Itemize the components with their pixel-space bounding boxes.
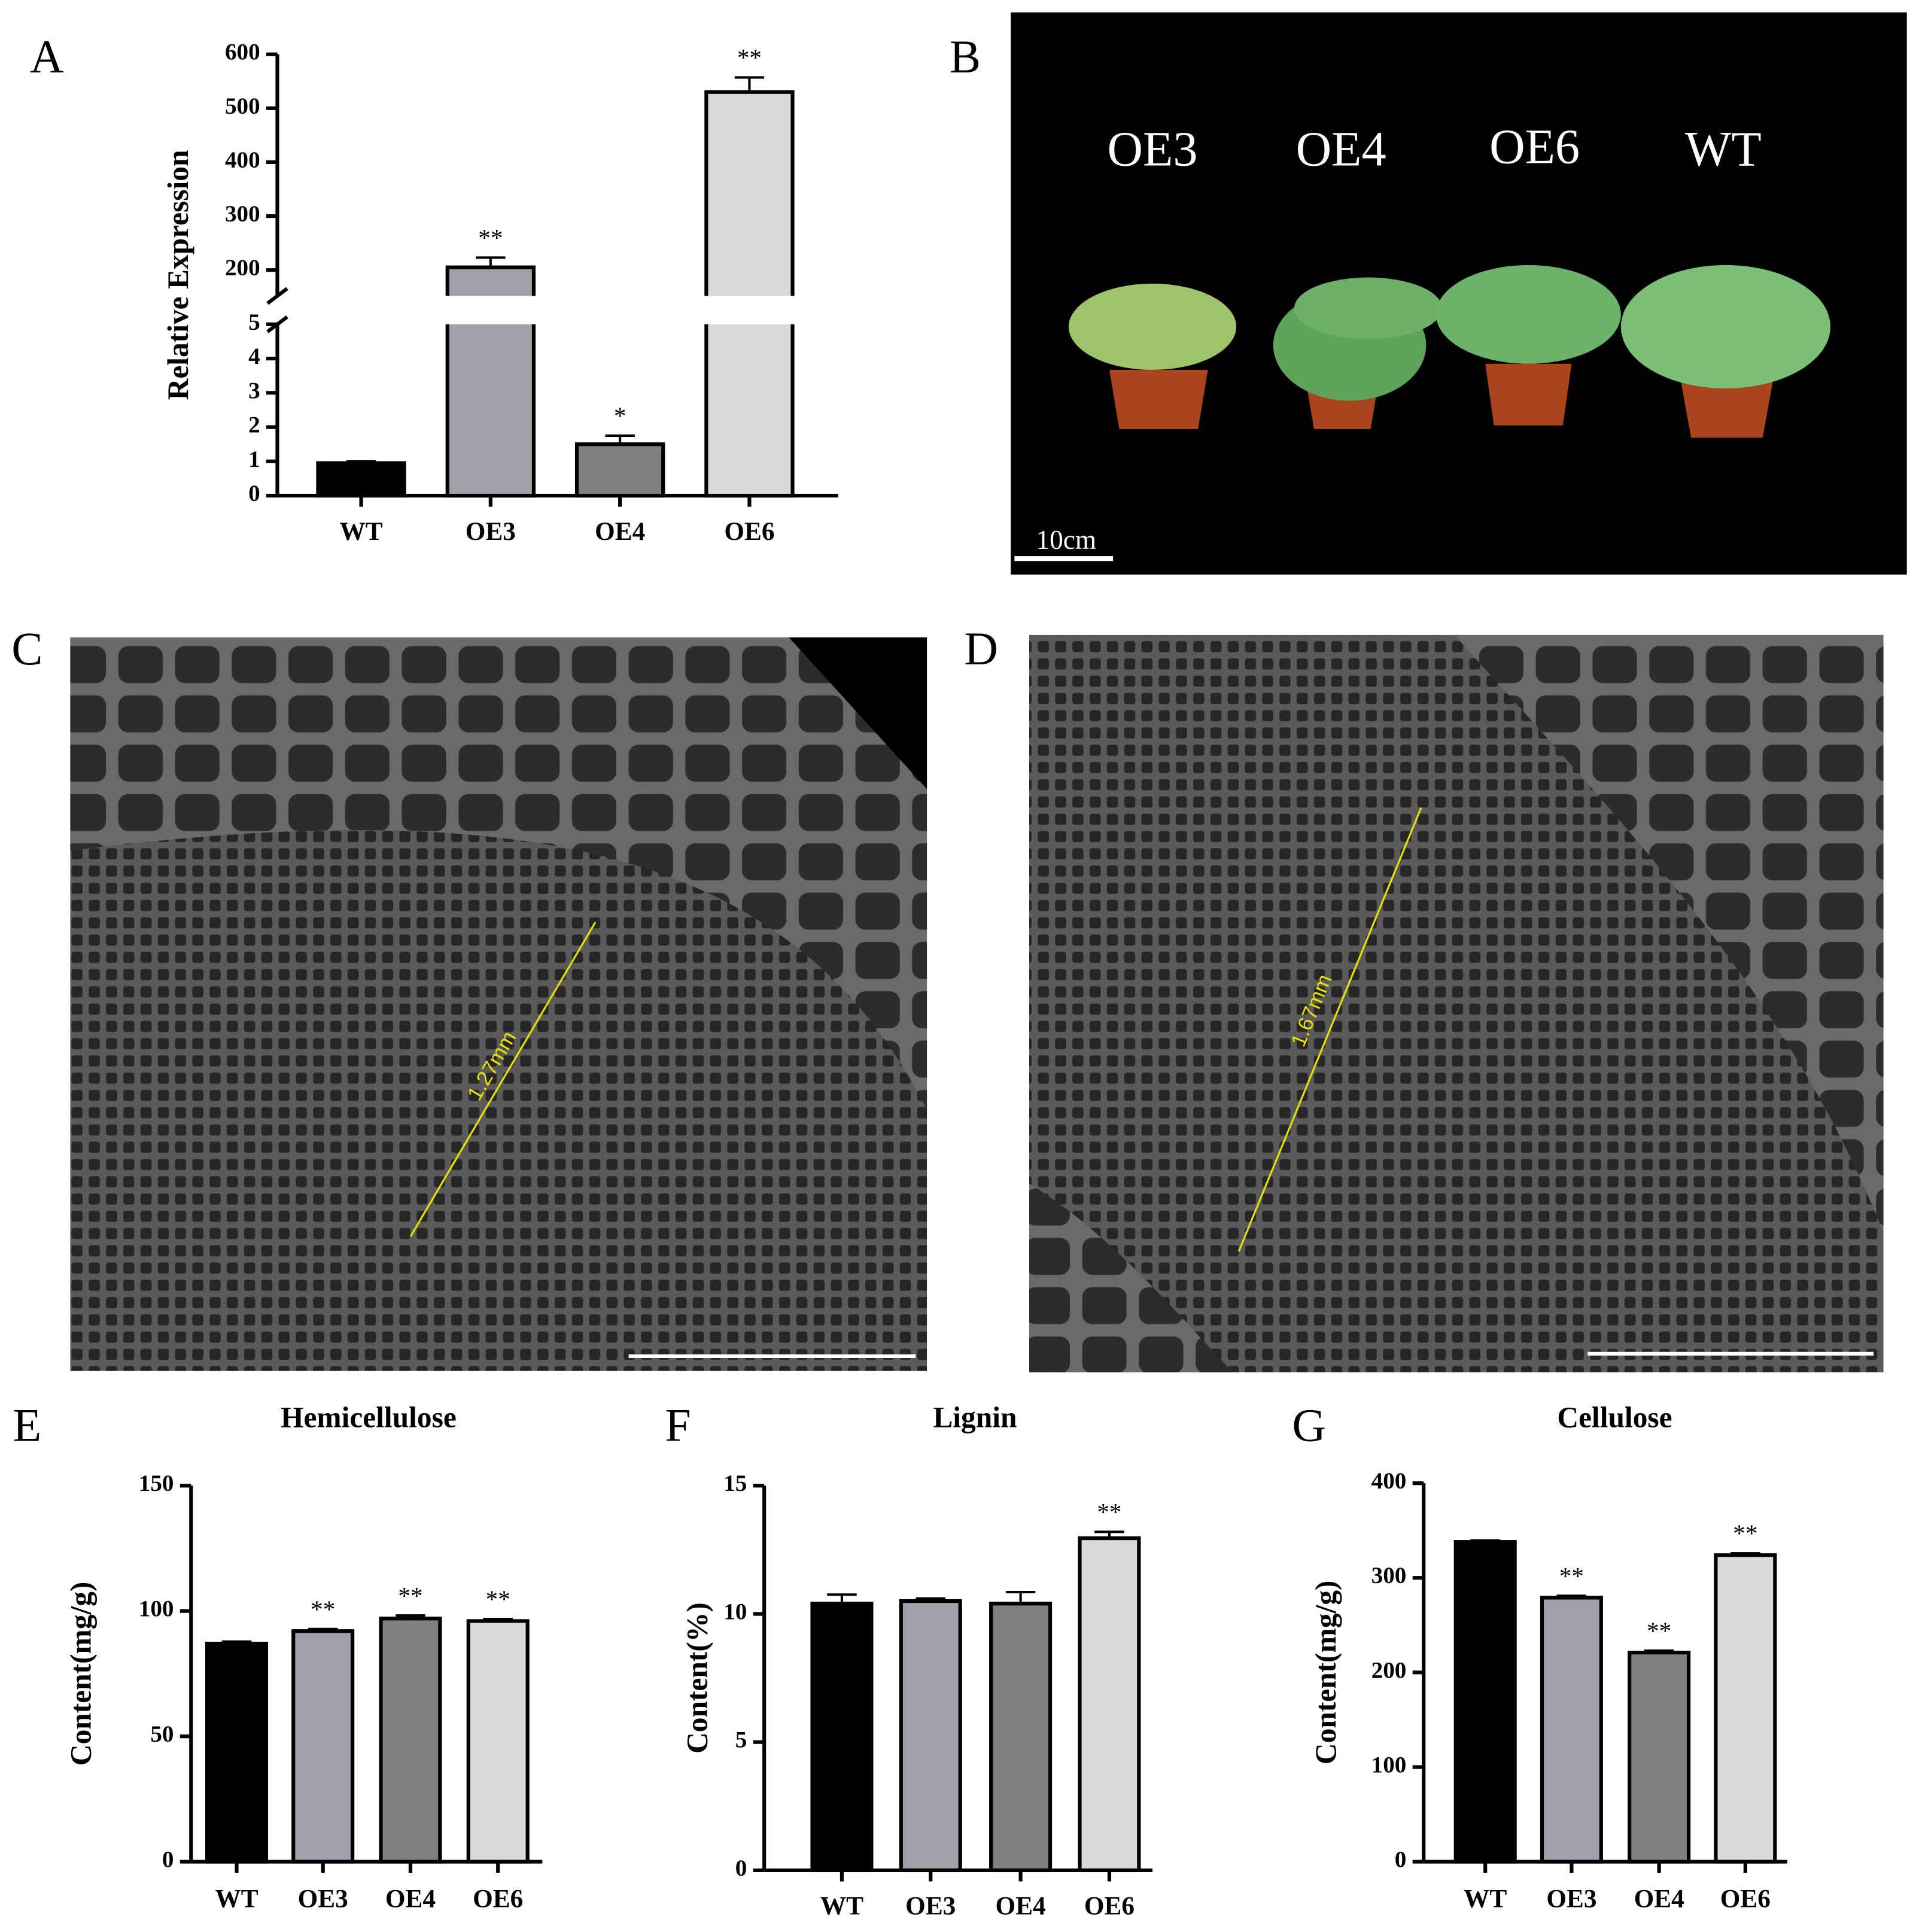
- x-tick-label: OE6: [1084, 1892, 1135, 1921]
- panel-label: F: [665, 1399, 691, 1451]
- y-tick-label: 5: [248, 309, 260, 335]
- x-tick-label: WT: [820, 1892, 863, 1921]
- break-mark: [266, 287, 288, 305]
- x-tick-label: OE4: [385, 1884, 436, 1913]
- axis-break: [264, 296, 838, 324]
- panel-label: B: [950, 31, 981, 83]
- plants: [1068, 265, 1830, 438]
- y-axis-label: Relative Expression: [162, 150, 194, 400]
- x-tick-label: WT: [340, 517, 383, 546]
- significance: **: [1559, 1562, 1584, 1590]
- x-tick-label: OE6: [724, 517, 774, 546]
- panel-label: C: [11, 622, 42, 675]
- y-tick-label: 400: [1371, 1468, 1407, 1494]
- bar: [899, 1599, 962, 1873]
- bar: [379, 1617, 442, 1864]
- photo-label: OE3: [1108, 121, 1198, 176]
- y-tick-label: 1: [248, 446, 260, 472]
- x-tick-label: OE3: [466, 517, 516, 546]
- chart-title: Lignin: [933, 1401, 1017, 1433]
- panel-label: A: [30, 31, 64, 83]
- panel-label: E: [13, 1399, 41, 1451]
- bar: [1078, 1536, 1141, 1873]
- photo-region: [1454, 634, 1884, 1233]
- bar: [1628, 1651, 1691, 1864]
- significance: **: [737, 44, 762, 71]
- bar: [205, 1642, 269, 1864]
- y-tick-label: 0: [1395, 1847, 1407, 1873]
- y-tick-label: 15: [723, 1471, 747, 1496]
- y-tick-label: 100: [139, 1596, 174, 1622]
- y-axis-label: Content(mg/g): [1309, 1581, 1342, 1764]
- scale-bar-label: 10cm: [1036, 525, 1097, 555]
- x-tick-label: OE4: [1634, 1884, 1684, 1913]
- y-tick-label: 400: [225, 147, 260, 173]
- x-tick-label: OE4: [595, 517, 645, 546]
- x-tick-label: OE4: [996, 1892, 1046, 1921]
- bar: [291, 1629, 355, 1864]
- x-tick-label: WT: [1464, 1884, 1507, 1913]
- photo-label: OE4: [1296, 121, 1386, 176]
- bar: [810, 1602, 874, 1873]
- significance: **: [311, 1595, 335, 1623]
- y-tick-label: 2: [248, 412, 260, 438]
- y-tick-label: 3: [248, 378, 260, 403]
- significance: **: [1733, 1520, 1757, 1547]
- chart-title: Cellulose: [1557, 1401, 1672, 1433]
- y-axis-label: Content(mg/g): [64, 1582, 97, 1766]
- significance: **: [1097, 1498, 1121, 1526]
- chart-title: Hemicellulose: [281, 1401, 457, 1433]
- panel-label: D: [964, 622, 998, 675]
- photo-label: WT: [1685, 121, 1762, 176]
- y-tick-label: 200: [225, 255, 260, 281]
- bar: [466, 1619, 530, 1864]
- bar: [1453, 1540, 1517, 1864]
- bar: [574, 442, 665, 498]
- significance: **: [478, 224, 503, 251]
- bar: [316, 461, 406, 498]
- y-tick-label: 150: [139, 1471, 174, 1496]
- y-tick-label: 100: [1371, 1752, 1407, 1778]
- y-tick-label: 300: [225, 201, 260, 227]
- bar: [1714, 1553, 1777, 1864]
- y-tick-label: 4: [248, 344, 260, 369]
- significance: **: [486, 1585, 510, 1613]
- x-tick-label: OE6: [1720, 1884, 1771, 1913]
- y-tick-label: 300: [1371, 1563, 1407, 1588]
- y-tick-label: 10: [723, 1599, 747, 1624]
- significance: **: [398, 1582, 422, 1609]
- photo-label: OE6: [1489, 119, 1580, 174]
- panel-label: G: [1292, 1399, 1326, 1451]
- y-tick-label: 50: [150, 1721, 174, 1747]
- x-tick-label: OE3: [298, 1884, 348, 1913]
- y-tick-label: 200: [1371, 1657, 1407, 1683]
- y-tick-label: 0: [162, 1847, 174, 1873]
- photo-region: [1029, 1183, 1233, 1372]
- y-axis-label: Content(%): [680, 1602, 713, 1754]
- significance: **: [1647, 1617, 1671, 1645]
- bar: [989, 1602, 1053, 1873]
- photo-region: [70, 637, 927, 1110]
- y-tick-label: 500: [225, 93, 260, 119]
- x-tick-label: OE6: [473, 1884, 523, 1913]
- bar: [1540, 1596, 1603, 1864]
- y-tick-label: 0: [735, 1855, 747, 1881]
- measure-line: [409, 922, 597, 1237]
- y-tick-label: 600: [225, 40, 260, 65]
- significance: *: [614, 402, 626, 430]
- bar: [704, 90, 795, 498]
- x-tick-label: OE3: [1546, 1884, 1596, 1913]
- x-tick-label: OE3: [905, 1892, 956, 1921]
- measure-line: [1237, 807, 1422, 1252]
- y-tick-label: 5: [735, 1727, 747, 1753]
- y-tick-label: 0: [248, 481, 260, 506]
- x-tick-label: WT: [215, 1884, 258, 1913]
